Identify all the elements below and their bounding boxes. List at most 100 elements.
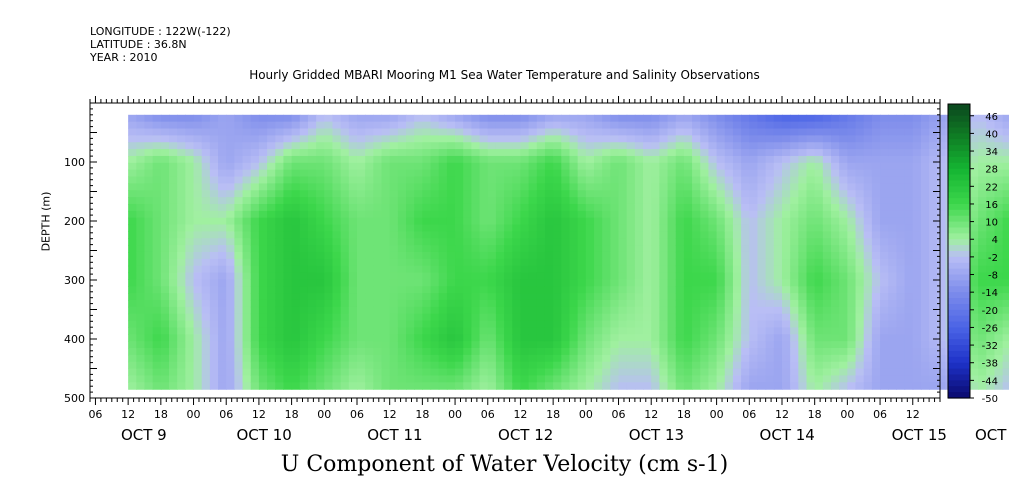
heat-cell (495, 258, 505, 267)
heat-cell (855, 382, 865, 390)
heat-cell (299, 361, 309, 370)
heat-cell (234, 114, 244, 123)
heat-cell (986, 245, 996, 253)
heat-cell (790, 293, 799, 301)
heat-cell (577, 155, 587, 164)
heat-cell (683, 341, 693, 349)
heat-cell (822, 176, 832, 184)
heat-cell (414, 203, 423, 212)
heat-cell (258, 203, 268, 212)
heat-cell (667, 320, 677, 329)
heat-cell (569, 306, 579, 315)
heat-cell (888, 299, 898, 308)
heat-cell (177, 162, 186, 171)
heat-cell (880, 272, 889, 281)
heat-cell (446, 293, 456, 301)
heat-cell (969, 155, 979, 164)
heat-cell (692, 258, 701, 267)
heat-cell (536, 313, 546, 322)
heat-cell (929, 354, 938, 363)
heat-cell (708, 348, 718, 356)
heat-cell (626, 176, 636, 184)
heat-cell (283, 306, 293, 315)
heat-cell (446, 176, 456, 184)
heat-cell (128, 327, 137, 335)
heat-cell (455, 348, 464, 356)
heat-cell (790, 341, 799, 349)
heat-cell (716, 258, 726, 267)
heat-cell (446, 135, 456, 143)
heat-cell (798, 169, 808, 178)
heat-cell (316, 306, 325, 315)
heat-cell (716, 279, 726, 287)
heat-cell (479, 313, 489, 322)
heat-cell (585, 162, 595, 171)
heat-cell (397, 183, 407, 191)
heat-cell (700, 313, 710, 322)
heat-cell (242, 382, 252, 390)
heat-cell (781, 128, 791, 136)
heat-cell (332, 162, 342, 171)
heat-cell (209, 272, 219, 281)
heat-cell (169, 320, 178, 329)
heat-cell (708, 217, 718, 226)
heat-cell (1002, 320, 1009, 329)
heat-cell (414, 169, 423, 178)
heat-cell (839, 368, 848, 377)
heat-cell (839, 155, 848, 164)
heat-cell (218, 354, 227, 363)
heat-cell (683, 251, 693, 260)
heat-cell (365, 169, 374, 178)
heat-cell (356, 203, 366, 212)
heat-cell (307, 217, 317, 226)
heat-cell (201, 341, 211, 349)
heat-cell (128, 313, 137, 322)
heat-cell (193, 155, 203, 164)
heat-cell (193, 245, 203, 253)
heat-cell (814, 382, 824, 390)
heat-cell (471, 245, 481, 253)
heat-cell (765, 375, 775, 383)
heat-cell (242, 334, 252, 342)
heat-cell (406, 299, 415, 308)
heat-cell (406, 210, 415, 219)
heat-cell (414, 197, 423, 205)
heat-cell (831, 251, 840, 260)
heat-cell (218, 238, 227, 246)
heat-cell (757, 135, 767, 143)
heat-cell (479, 375, 489, 383)
heat-cell (749, 217, 759, 226)
heat-cell (169, 190, 178, 198)
heat-cell (994, 306, 1004, 315)
heat-cell (299, 272, 309, 281)
heat-cell (667, 306, 677, 315)
heat-cell (553, 169, 562, 178)
heat-cell (177, 245, 186, 253)
heat-cell (912, 334, 922, 342)
heat-cell (365, 306, 374, 315)
heat-cell (741, 306, 750, 315)
heat-cell (569, 190, 579, 198)
heat-cell (504, 299, 513, 308)
heat-cell (790, 155, 799, 164)
heat-cell (291, 258, 301, 267)
heat-cell (324, 272, 334, 281)
heat-cell (291, 197, 301, 205)
heat-cell (299, 375, 309, 383)
heat-cell (814, 258, 824, 267)
heat-cell (242, 341, 252, 349)
heat-cell (634, 238, 644, 246)
heat-cell (177, 149, 186, 157)
heat-cell (912, 121, 922, 130)
heat-cell (781, 334, 791, 342)
heat-cell (128, 114, 137, 123)
heat-cell (201, 142, 211, 150)
heat-cell (258, 306, 268, 315)
heat-cell (659, 238, 669, 246)
heat-cell (585, 313, 595, 322)
heat-cell (700, 245, 710, 253)
heat-cell (356, 327, 366, 335)
heat-cell (675, 114, 685, 123)
heat-cell (356, 299, 366, 308)
heat-cell (708, 245, 718, 253)
